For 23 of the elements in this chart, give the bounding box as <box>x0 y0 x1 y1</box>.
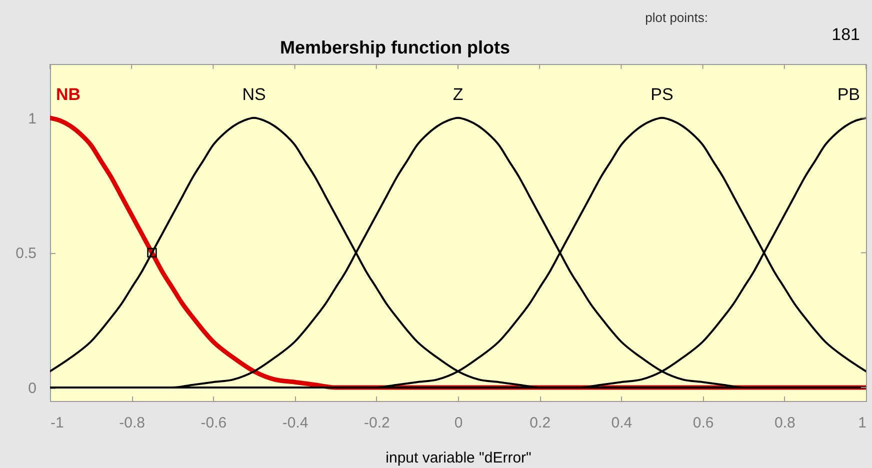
x-tick-label: 1 <box>858 414 866 432</box>
x-tick-label: 0.8 <box>774 414 796 432</box>
series-label: PS <box>650 84 674 104</box>
text: 181 <box>832 25 860 44</box>
x-tick-label: 0.4 <box>611 414 632 432</box>
y-tick-label: 0.5 <box>16 245 36 262</box>
x-tick-label: -0.4 <box>282 414 308 432</box>
x-tick-label: -0.2 <box>364 414 390 432</box>
x-tick-label: -1 <box>50 414 64 432</box>
text: plot points: <box>645 10 708 25</box>
series-label: Z <box>452 84 464 104</box>
series-label: NS <box>242 84 266 104</box>
x-tick-label: 0.2 <box>530 414 551 432</box>
x-tick-label: 0.6 <box>692 414 714 432</box>
y-tick-label: 1 <box>28 110 36 128</box>
x-tick-label: -0.8 <box>119 414 146 432</box>
x-tick-label: -0.6 <box>200 414 227 432</box>
series-label: NB <box>56 84 81 104</box>
x-axis-title: input variable "dError" <box>386 450 532 466</box>
x-tick-label: 0 <box>454 414 463 432</box>
y-tick-label: 0 <box>28 380 36 398</box>
chart-title: Membership function plots <box>280 38 510 58</box>
series-label: PB <box>837 84 860 104</box>
